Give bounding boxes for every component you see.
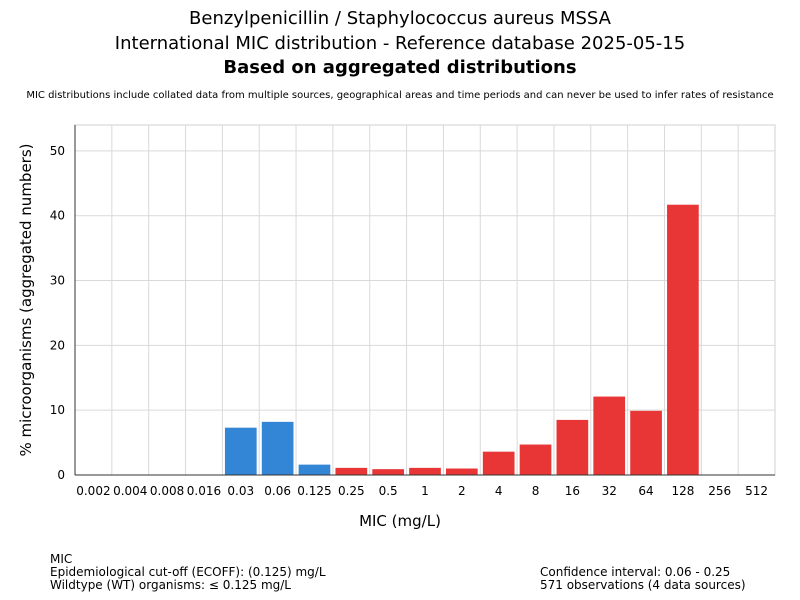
bar-0.125: [298, 464, 331, 475]
footer-wildtype: Wildtype (WT) organisms: ≤ 0.125 mg/L: [50, 578, 291, 592]
footer-mic-label: MIC: [50, 552, 73, 566]
x-tick-label: 256: [708, 484, 731, 498]
bar-16: [556, 419, 589, 475]
x-tick-label: 64: [638, 484, 653, 498]
grid: [74, 124, 776, 476]
x-tick-label: 512: [745, 484, 768, 498]
bars: [224, 204, 699, 475]
x-tick-label: 0.016: [187, 484, 221, 498]
footer-right: Confidence interval: 0.06 - 0.25 571 obs…: [540, 566, 746, 592]
y-tick-label: 40: [50, 209, 65, 223]
x-tick-label: 0.5: [379, 484, 398, 498]
chart-subtitle: International MIC distribution - Referen…: [114, 33, 686, 54]
x-tick-label: 0.002: [76, 484, 110, 498]
bar-8: [519, 444, 552, 475]
footer-observations: 571 observations (4 data sources): [540, 578, 746, 592]
x-tick-label: 0.06: [264, 484, 291, 498]
x-tick-label: 128: [671, 484, 694, 498]
y-axis-label: % microorganisms (aggregated numbers): [17, 143, 35, 456]
x-tick-label: 2: [458, 484, 466, 498]
y-tick-label: 0: [57, 468, 65, 482]
tick-labels: 0 10 20 30 40 50 0.002 0.004 0.008 0.016 0.03 0.06 0…: [50, 144, 768, 498]
x-tick-label: 8: [532, 484, 540, 498]
x-tick-label: 4: [495, 484, 503, 498]
y-tick-label: 10: [50, 403, 65, 417]
bar-0.5: [372, 469, 404, 475]
x-tick-label: 0.125: [297, 484, 331, 498]
footer-ecoff: Epidemiological cut-off (ECOFF): (0.125)…: [50, 565, 326, 579]
bar-128: [667, 204, 699, 475]
x-tick-label: 0.004: [113, 484, 147, 498]
bar-0.03: [224, 427, 257, 475]
mic-distribution-chart: 0 10 20 30 40 50 0.002 0.004 0.008 0.016 0.03 0.06 0…: [17, 124, 776, 530]
axes: [74, 125, 775, 476]
x-tick-label: 0.03: [227, 484, 254, 498]
footer-confidence-interval: Confidence interval: 0.06 - 0.25: [540, 565, 731, 579]
bar-4: [482, 451, 515, 475]
x-tick-label: 1: [421, 484, 429, 498]
chart-note: MIC distributions include collated data …: [26, 90, 774, 101]
x-tick-label: 16: [565, 484, 580, 498]
bar-32: [593, 396, 626, 475]
bar-2: [446, 468, 478, 475]
chart-title: Benzylpenicillin / Staphylococcus aureus…: [189, 8, 611, 29]
bar-64: [630, 410, 662, 475]
chart-subtitle-bold: Based on aggregated distributions: [223, 57, 577, 78]
bar-1: [409, 467, 441, 475]
x-axis-label: MIC (mg/L): [359, 512, 441, 530]
x-tick-label: 32: [602, 484, 617, 498]
x-tick-label: 0.008: [150, 484, 184, 498]
y-tick-label: 20: [50, 338, 65, 352]
bar-0.25: [335, 467, 368, 475]
footer-left: MIC Epidemiological cut-off (ECOFF): (0.…: [50, 553, 326, 592]
bar-0.06: [261, 421, 294, 475]
x-tick-label: 0.25: [338, 484, 365, 498]
y-tick-label: 30: [50, 274, 65, 288]
y-tick-label: 50: [50, 144, 65, 158]
